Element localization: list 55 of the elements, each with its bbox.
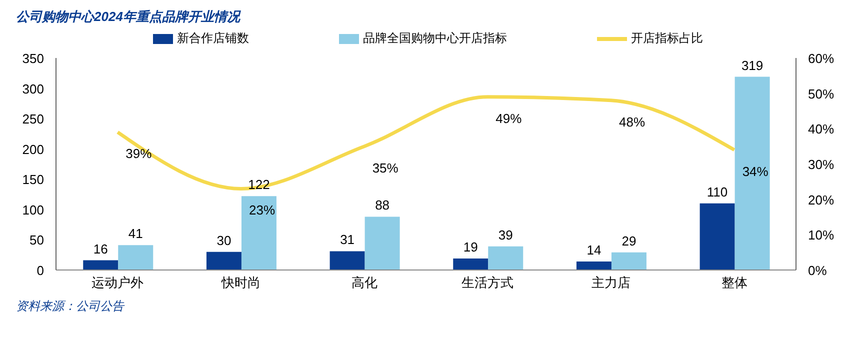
data-label: 41 [128,226,143,242]
data-label: 16 [93,241,108,256]
x-tick-label: 生活方式 [462,275,514,290]
y-tick-label: 0 [36,263,44,278]
data-label: 35% [372,160,399,176]
y2-tick-label: 10% [808,228,834,243]
bar [83,260,118,270]
data-label: 319 [741,58,764,73]
x-tick-label: 快时尚 [220,275,260,290]
bar [488,246,524,270]
data-label: 34% [742,164,769,179]
y2-tick-label: 30% [808,157,834,172]
data-label: 23% [249,202,276,218]
data-label: 49% [496,110,522,126]
y-tick-label: 350 [22,51,44,66]
x-tick-label: 主力店 [592,275,630,290]
y2-tick-label: 60% [808,51,834,66]
data-label: 31 [340,232,355,248]
data-label: 29 [622,233,636,248]
y2-tick-label: 0% [808,263,828,278]
bar [700,203,735,270]
y-tick-label: 300 [22,81,44,96]
y-tick-label: 100 [22,202,44,218]
data-label: 110 [706,184,728,200]
y2-tick-label: 20% [808,192,834,208]
chart-title: 公司购物中心2024年重点品牌开业情况 [15,8,242,26]
text: 资料来源：公司公告 [15,298,126,315]
data-label: 39 [498,227,513,242]
x-tick-label: 运动户外 [92,275,144,290]
bar [364,216,400,270]
bar [611,252,646,270]
data-label: 19 [463,239,478,254]
bar [206,252,242,270]
y-tick-label: 250 [22,112,44,127]
data-label: 14 [586,242,602,258]
legend-label: 品牌全国购物中心开店指标 [363,30,507,47]
legend-label: 开店指标占比 [631,30,703,47]
bar [330,251,365,270]
data-label: 48% [619,114,646,130]
bar [576,262,612,270]
legend-label: 新合作店铺数 [177,30,249,47]
y2-tick-label: 40% [808,122,834,137]
data-label: 30 [216,232,232,248]
y-tick-label: 150 [22,172,44,188]
y-tick-label: 50 [30,232,44,248]
bar [453,258,488,270]
x-tick-label: 高化 [351,275,378,290]
data-label: 88 [375,198,390,213]
bar [734,76,770,270]
y-tick-label: 200 [22,142,44,157]
x-tick-label: 整体 [721,275,748,290]
y2-tick-label: 50% [808,86,834,102]
bar [118,245,154,270]
bar [241,196,276,270]
data-label: 39% [126,146,152,162]
